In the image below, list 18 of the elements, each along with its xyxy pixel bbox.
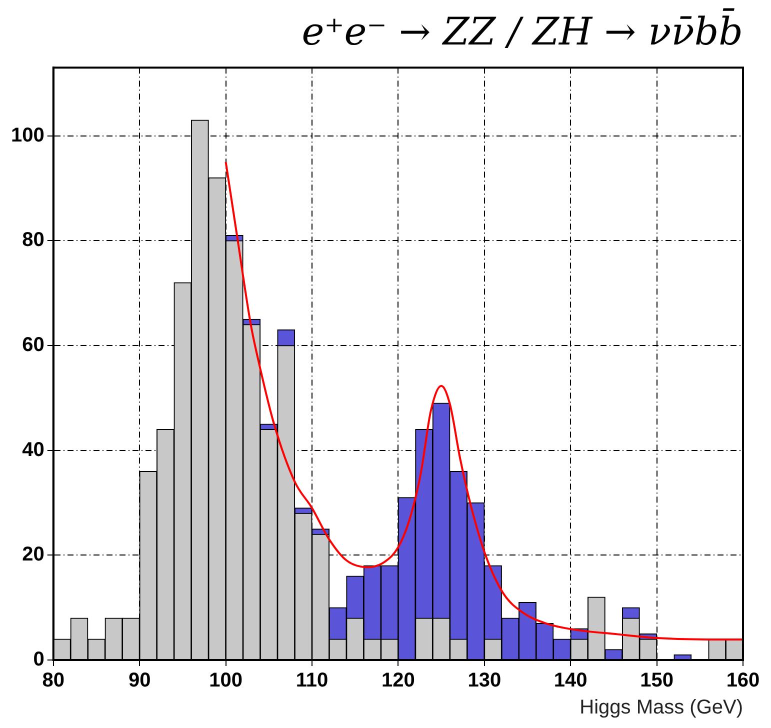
y-tick-label: 20 [22, 544, 44, 566]
y-tick-label: 80 [22, 229, 44, 252]
y-tick-label: 40 [22, 438, 44, 461]
x-tick-label: 80 [42, 670, 64, 692]
y-tick-label: 0 [33, 648, 44, 671]
y-tick-label: 60 [22, 334, 44, 356]
x-tick-label: 110 [296, 670, 328, 692]
x-axis-title: Higgs Mass (GeV) [580, 696, 743, 719]
x-tick-label: 90 [128, 670, 151, 692]
x-tick-label: 140 [554, 670, 588, 692]
y-tick-label: 100 [10, 124, 44, 146]
x-tick-label: 160 [726, 670, 760, 692]
line-series [224, 160, 743, 641]
x-tick-label: 120 [381, 670, 415, 692]
x-tick-label: 100 [209, 670, 242, 692]
chart-title: e⁺e⁻ → ZZ / ZH → νν̄bb̄ [302, 7, 743, 54]
x-tick-label: 150 [640, 670, 674, 692]
x-tick-label: 130 [468, 670, 502, 692]
